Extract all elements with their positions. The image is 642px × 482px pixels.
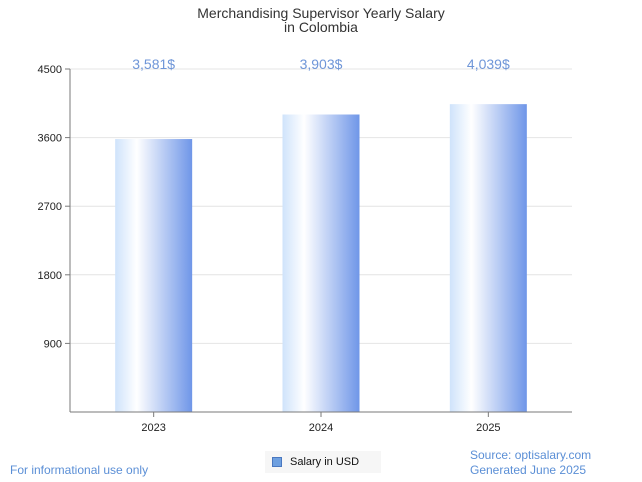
bar-2024[interactable] bbox=[282, 114, 360, 412]
source-note: Source: optisalary.com bbox=[470, 448, 592, 462]
y-tick-label: 4500 bbox=[38, 64, 62, 76]
legend-swatch bbox=[272, 457, 282, 467]
y-axis-ticks: 900 1800 2700 3600 4500 bbox=[38, 64, 70, 350]
data-label-2024: 3,903$ bbox=[300, 56, 343, 72]
chart-legend[interactable]: Salary in USD bbox=[265, 451, 381, 473]
bar-2023[interactable] bbox=[115, 139, 193, 412]
generated-note: Generated June 2025 bbox=[470, 463, 587, 477]
data-label-2025: 4,039$ bbox=[467, 56, 510, 72]
x-tick-label-2025: 2025 bbox=[476, 422, 500, 434]
data-label-2023: 3,581$ bbox=[132, 56, 175, 72]
y-tick-label: 1800 bbox=[38, 270, 62, 282]
data-labels: 3,581$ 3,903$ 4,039$ bbox=[132, 56, 510, 72]
bars bbox=[115, 104, 527, 413]
chart-title-line-2: in Colombia bbox=[284, 19, 358, 35]
x-tick-label-2023: 2023 bbox=[141, 422, 165, 434]
x-axis-ticks: 2023 2024 2025 bbox=[141, 412, 501, 434]
y-tick-label: 2700 bbox=[38, 201, 62, 213]
disclaimer-note: For informational use only bbox=[10, 463, 149, 477]
chart-title-line-1: Merchandising Supervisor Yearly Salary bbox=[197, 5, 444, 21]
y-tick-label: 3600 bbox=[38, 133, 62, 145]
x-tick-label-2024: 2024 bbox=[309, 422, 333, 434]
legend-label: Salary in USD bbox=[290, 456, 360, 468]
y-tick-label: 900 bbox=[44, 338, 62, 350]
bar-2025[interactable] bbox=[449, 104, 527, 413]
